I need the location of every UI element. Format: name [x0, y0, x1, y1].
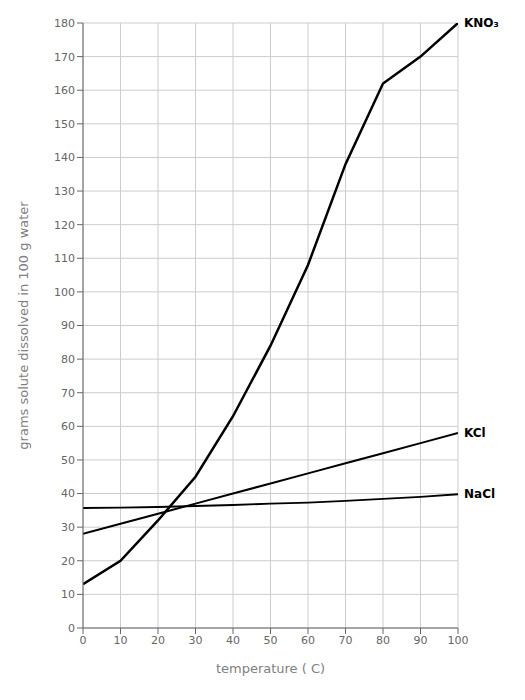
svg-text:30: 30 [61, 521, 75, 534]
svg-text:temperature ( C): temperature ( C) [216, 661, 325, 676]
svg-text:50: 50 [61, 454, 75, 467]
svg-text:170: 170 [54, 51, 75, 64]
svg-text:10: 10 [114, 634, 128, 647]
svg-text:grams solute dissolved in 100: grams solute dissolved in 100 g water [16, 201, 31, 450]
svg-text:20: 20 [61, 555, 75, 568]
svg-text:50: 50 [264, 634, 278, 647]
svg-text:NaCl: NaCl [464, 487, 495, 501]
svg-text:60: 60 [61, 420, 75, 433]
svg-text:100: 100 [448, 634, 469, 647]
svg-text:80: 80 [376, 634, 390, 647]
svg-text:0: 0 [68, 622, 75, 635]
svg-text:70: 70 [339, 634, 353, 647]
svg-text:70: 70 [61, 387, 75, 400]
svg-text:60: 60 [301, 634, 315, 647]
svg-text:90: 90 [61, 319, 75, 332]
svg-text:150: 150 [54, 118, 75, 131]
svg-text:90: 90 [414, 634, 428, 647]
svg-text:40: 40 [226, 634, 240, 647]
svg-text:KNO₃: KNO₃ [464, 16, 499, 30]
svg-text:160: 160 [54, 84, 75, 97]
svg-text:100: 100 [54, 286, 75, 299]
svg-text:140: 140 [54, 151, 75, 164]
svg-text:40: 40 [61, 487, 75, 500]
svg-text:80: 80 [61, 353, 75, 366]
svg-text:110: 110 [54, 252, 75, 265]
svg-text:20: 20 [151, 634, 165, 647]
svg-text:KCl: KCl [464, 426, 486, 440]
svg-text:30: 30 [189, 634, 203, 647]
svg-text:180: 180 [54, 17, 75, 30]
svg-text:0: 0 [80, 634, 87, 647]
svg-text:130: 130 [54, 185, 75, 198]
svg-text:120: 120 [54, 219, 75, 232]
svg-text:10: 10 [61, 588, 75, 601]
